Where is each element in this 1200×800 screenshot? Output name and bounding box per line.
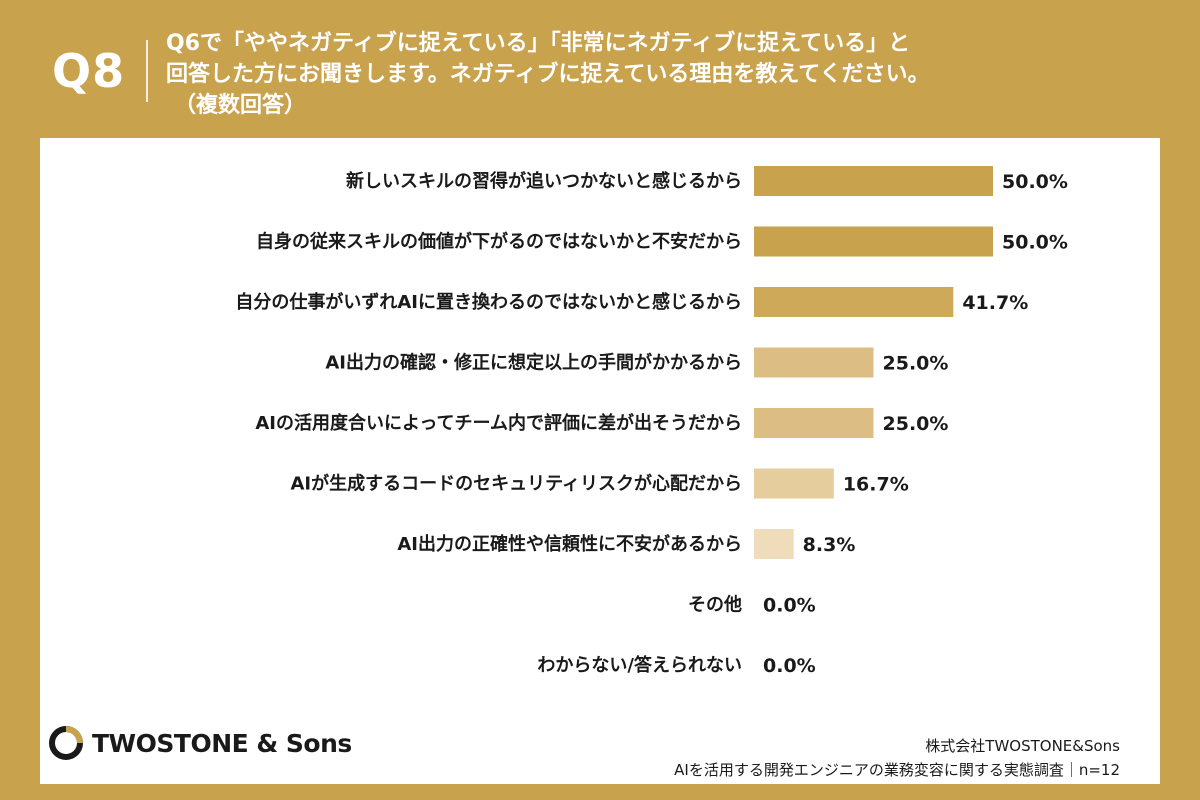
chart-panel: 新しいスキルの習得が追いつかないと感じるから 50.0% 自身の従来スキルの価値が下… [40, 138, 1160, 784]
category-label: その他 [688, 594, 742, 616]
source-credit: 株式会社TWOSTONE&Sons AIを活用する開発エンジニアの業務変容に関す… [674, 734, 1120, 782]
question-line-2: 回答した方にお聞きします。ネガティブに捉えている理由を教えてください。 [166, 62, 930, 87]
bar [754, 408, 874, 438]
category-label: わからない/答えられない [537, 654, 742, 676]
bar-chart: 新しいスキルの習得が追いつかないと感じるから 50.0% 自身の従来スキルの価値が下… [235, 166, 1068, 677]
bar [754, 468, 834, 499]
value-label: 8.3% [803, 534, 856, 556]
value-label: 25.0% [883, 413, 949, 435]
value-label: 41.7% [962, 292, 1028, 314]
value-label: 0.0% [763, 595, 816, 617]
logo-text: TWOSTONE & Sons [92, 728, 352, 758]
category-label: AI出力の確認・修正に想定以上の手間がかかるから [325, 352, 742, 374]
company-logo: TWOSTONE & Sons [48, 723, 352, 763]
category-label: AI出力の正確性や信頼性に不安があるから [397, 533, 742, 555]
category-label: AIの活用度合いによってチーム内で評価に差が出そうだから [255, 412, 742, 434]
header: Q8 Q6で「ややネガティブに捉えている」「非常にネガティブに捉えている」と 回… [0, 0, 1200, 140]
category-label: AIが生成するコードのセキュリティリスクが心配だから [290, 473, 742, 495]
value-label: 50.0% [1002, 171, 1068, 193]
bar [754, 347, 874, 378]
value-label: 25.0% [883, 353, 949, 375]
bar [754, 226, 993, 257]
question-line-1: Q6で「ややネガティブに捉えている」「非常にネガティブに捉えている」と [166, 31, 911, 56]
value-label: 0.0% [763, 655, 816, 677]
value-label: 16.7% [843, 474, 909, 496]
category-label: 自分の仕事がいずれAIに置き換わるのではないかと感じるから [235, 291, 742, 313]
bar [754, 287, 954, 317]
source-company: 株式会社TWOSTONE&Sons [925, 737, 1120, 755]
category-label: 自身の従来スキルの価値が下がるのではないかと不安だから [256, 231, 742, 253]
bar [754, 166, 993, 196]
question-line-3: （複数回答） [174, 93, 307, 118]
bar [754, 529, 794, 559]
question-text: Q6で「ややネガティブに捉えている」「非常にネガティブに捉えている」と 回答した… [166, 28, 1176, 121]
logo-mark-icon [49, 726, 83, 760]
question-number: Q8 [52, 44, 126, 98]
source-survey: AIを活用する開発エンジニアの業務変容に関する実態調査｜n=12 [674, 761, 1120, 779]
category-label: 新しいスキルの習得が追いつかないと感じるから [346, 170, 742, 192]
value-label: 50.0% [1002, 232, 1068, 254]
header-divider [146, 40, 148, 102]
